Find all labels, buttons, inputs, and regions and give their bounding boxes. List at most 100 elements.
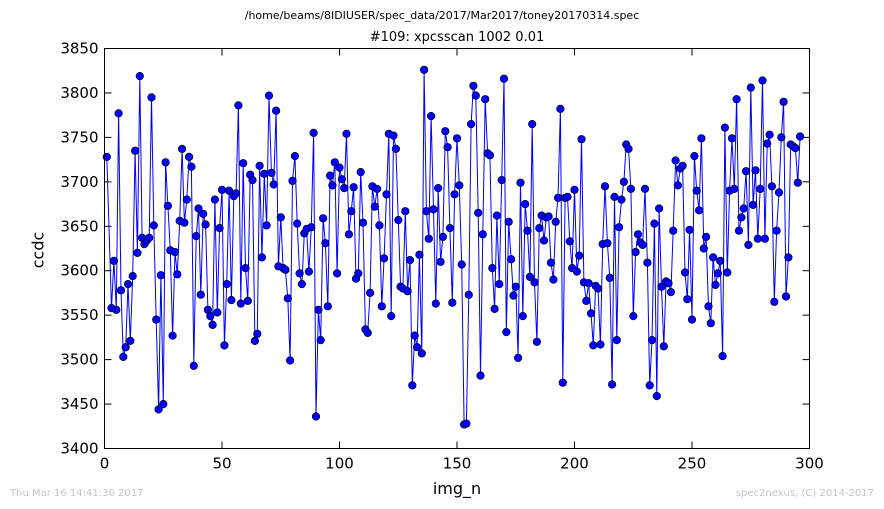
data-point bbox=[528, 119, 537, 129]
data-point bbox=[382, 190, 391, 199]
data-point bbox=[610, 192, 619, 201]
data-point bbox=[730, 184, 739, 193]
data-point bbox=[234, 101, 243, 110]
data-point bbox=[161, 158, 170, 167]
data-point bbox=[784, 253, 793, 262]
data-point bbox=[135, 71, 144, 81]
data-point bbox=[509, 291, 518, 300]
data-point bbox=[182, 195, 191, 204]
data-point bbox=[170, 248, 180, 257]
data-point bbox=[535, 224, 544, 233]
data-point bbox=[241, 264, 250, 273]
data-point bbox=[333, 269, 342, 278]
data-point bbox=[553, 193, 563, 202]
data-point bbox=[600, 182, 610, 191]
data-point bbox=[116, 286, 126, 295]
data-point bbox=[716, 256, 725, 266]
data-point bbox=[697, 134, 706, 143]
y-tick-label: 3600 bbox=[60, 262, 98, 280]
x-tick-label: 150 bbox=[443, 455, 472, 473]
data-point bbox=[443, 143, 452, 152]
data-point bbox=[208, 320, 217, 330]
data-point bbox=[572, 267, 582, 276]
data-point bbox=[474, 208, 483, 217]
data-point bbox=[431, 299, 440, 308]
data-point bbox=[178, 144, 187, 153]
data-point bbox=[417, 349, 426, 358]
data-point bbox=[452, 134, 462, 143]
data-point bbox=[424, 234, 433, 243]
data-point bbox=[551, 217, 560, 226]
data-point bbox=[711, 280, 720, 290]
data-point bbox=[370, 202, 379, 211]
data-point bbox=[380, 254, 389, 263]
data-point bbox=[657, 282, 666, 291]
data-point bbox=[652, 392, 661, 401]
data-point bbox=[619, 177, 629, 186]
data-point bbox=[779, 97, 788, 106]
data-point bbox=[373, 184, 382, 193]
data-point bbox=[147, 93, 156, 102]
data-point bbox=[584, 279, 593, 288]
data-point bbox=[450, 190, 459, 199]
data-point bbox=[377, 302, 386, 311]
data-point bbox=[337, 175, 347, 184]
data-point bbox=[502, 328, 511, 337]
data-point bbox=[525, 272, 535, 282]
y-tick-label: 3400 bbox=[60, 440, 98, 458]
data-point bbox=[389, 131, 398, 140]
data-point bbox=[250, 336, 259, 346]
data-point bbox=[629, 312, 638, 321]
data-point bbox=[485, 151, 495, 160]
data-point bbox=[314, 305, 323, 314]
data-point bbox=[213, 308, 222, 317]
data-point bbox=[739, 204, 748, 213]
data-point bbox=[499, 74, 509, 83]
data-point bbox=[192, 232, 201, 241]
data-point bbox=[577, 135, 586, 144]
x-axis-ticks: 0 50 100 150 200 250 300 bbox=[100, 48, 824, 473]
data-point bbox=[316, 336, 325, 345]
data-point bbox=[481, 95, 490, 104]
data-point bbox=[607, 380, 617, 389]
x-tick-label: 50 bbox=[212, 455, 231, 473]
data-point bbox=[173, 270, 182, 279]
data-point bbox=[239, 159, 248, 168]
data-point bbox=[159, 400, 168, 409]
data-point bbox=[546, 258, 556, 267]
data-point bbox=[795, 132, 805, 141]
data-point bbox=[669, 226, 678, 235]
y-tick-label: 3750 bbox=[60, 128, 98, 146]
data-point bbox=[281, 265, 290, 274]
data-point bbox=[741, 167, 751, 176]
data-point bbox=[633, 230, 643, 239]
data-point bbox=[570, 185, 579, 194]
data-point bbox=[293, 219, 302, 228]
data-point bbox=[523, 226, 532, 235]
data-point bbox=[201, 220, 210, 229]
data-point bbox=[558, 378, 567, 387]
data-point bbox=[391, 144, 401, 153]
x-tick-label: 300 bbox=[795, 455, 824, 473]
data-point bbox=[283, 294, 292, 303]
data-point bbox=[770, 297, 779, 306]
data-point bbox=[438, 232, 448, 241]
data-point bbox=[469, 81, 478, 90]
data-point bbox=[617, 195, 626, 204]
data-point bbox=[455, 181, 464, 190]
data-point bbox=[196, 290, 205, 299]
data-point bbox=[457, 260, 466, 269]
data-point bbox=[539, 236, 549, 245]
data-point bbox=[330, 158, 339, 167]
data-point bbox=[403, 287, 412, 296]
data-point bbox=[647, 336, 657, 345]
x-tick-label: 0 bbox=[100, 455, 110, 473]
data-point bbox=[518, 312, 527, 321]
data-point bbox=[708, 253, 718, 262]
data-point bbox=[685, 225, 694, 234]
data-point bbox=[586, 309, 596, 318]
data-point bbox=[666, 288, 676, 297]
data-point bbox=[589, 341, 598, 350]
y-tick-label: 3450 bbox=[60, 395, 98, 413]
data-point bbox=[114, 109, 123, 118]
